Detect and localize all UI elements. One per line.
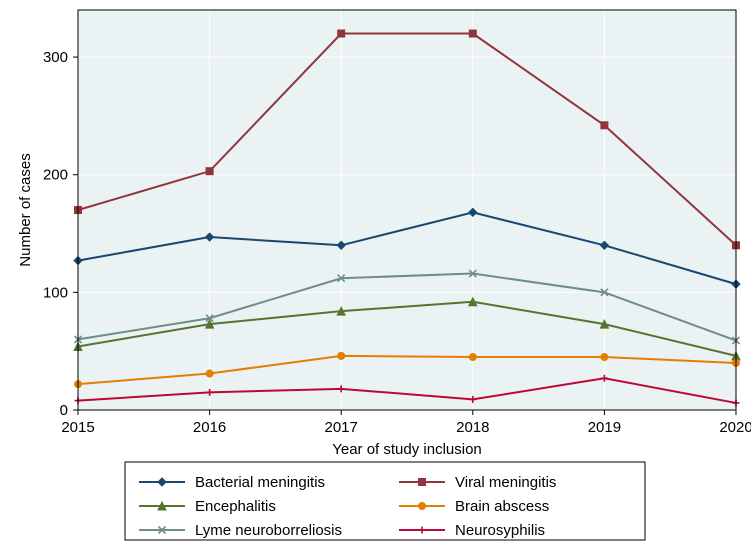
legend-label: Encephalitis — [195, 498, 276, 515]
x-tick-label: 2019 — [588, 419, 621, 436]
legend-label: Brain abscess — [455, 498, 549, 515]
x-tick-label: 2020 — [719, 419, 751, 436]
chart-container: 2015 2016 2017 2018 2019 2020 Year of study in… — [0, 0, 751, 547]
y-tick-label: 100 — [43, 284, 68, 301]
y-axis-title: Number of cases — [17, 153, 34, 266]
x-axis-title: Year of study inclusion — [332, 441, 482, 458]
x-tick-label: 2017 — [325, 419, 358, 436]
x-tick-label: 2018 — [456, 419, 489, 436]
x-tick-label: 2015 — [61, 419, 94, 436]
y-tick-label: 0 — [60, 402, 68, 419]
legend-label: Bacterial meningitis — [195, 474, 325, 491]
line-chart: 2015 2016 2017 2018 2019 2020 Year of study in… — [0, 0, 751, 547]
y-tick-label: 300 — [43, 49, 68, 66]
legend-label: Lyme neuroborreliosis — [195, 522, 342, 539]
y-tick-label: 200 — [43, 167, 68, 184]
legend-label: Neurosyphilis — [455, 522, 545, 539]
legend-label: Viral meningitis — [455, 474, 556, 491]
x-tick-label: 2016 — [193, 419, 226, 436]
plot-area — [78, 10, 736, 410]
